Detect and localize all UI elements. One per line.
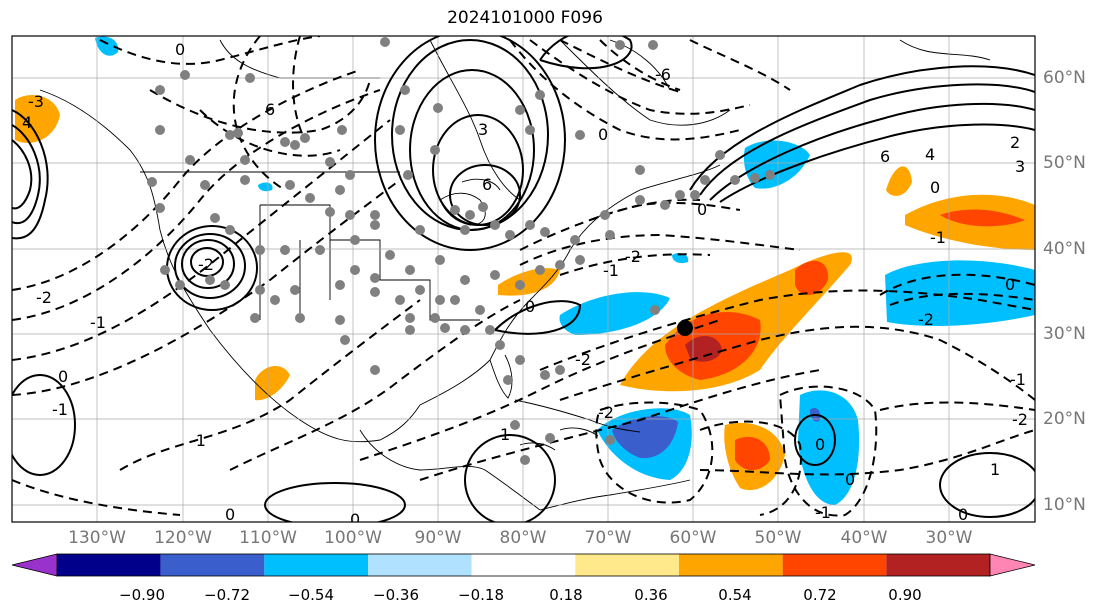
contour-label: -6	[655, 65, 671, 84]
latitude-label: 50°N	[1043, 153, 1086, 173]
colorbar-segment	[679, 554, 783, 576]
longitude-label: 110°W	[239, 528, 297, 548]
longitude-label: 100°W	[324, 528, 382, 548]
contour-label: -1	[930, 228, 946, 247]
contour-label: 0	[845, 470, 855, 489]
contour-label: -2	[36, 288, 52, 307]
contour-label: -2	[1012, 410, 1028, 429]
contour-label: 0	[225, 505, 235, 524]
contour-label: 0	[525, 297, 535, 316]
contour-label: 0	[815, 435, 825, 454]
contour-label: 1	[500, 425, 510, 444]
colorbar-tick-label: −0.54	[288, 586, 334, 604]
longitude-label: 130°W	[68, 528, 126, 548]
contour-labels: -3 4 6 6 3 -6 0 6 4 0 2 3 -2 -1 -2 -2 -1…	[22, 40, 1028, 529]
contour-label: 1	[990, 460, 1000, 479]
colorbar-tick-label: 0.54	[718, 586, 752, 604]
contour-label: -2	[918, 310, 934, 329]
colorbar-segment	[782, 554, 887, 576]
colorbar-tick-label: 0.90	[888, 586, 922, 604]
contour-label: -1	[815, 503, 831, 522]
colorbar-tick-label: 0.18	[549, 586, 583, 604]
contour-label: -1	[190, 431, 206, 450]
longitude-label: 120°W	[154, 528, 212, 548]
contour-label: -1	[52, 400, 68, 419]
colorbar-tick-label: −0.72	[204, 586, 250, 604]
latitude-label: 30°N	[1043, 324, 1086, 344]
contour-label: 3	[1015, 157, 1025, 176]
colorbar-tick-label: −0.18	[458, 586, 504, 604]
contour-label: -2	[575, 350, 591, 369]
colorbar-tick-label: −0.90	[119, 586, 165, 604]
contour-label: 4	[22, 113, 32, 132]
contour-label: 2	[1010, 133, 1020, 152]
gridlines	[12, 36, 1035, 522]
coastlines	[39, 39, 991, 511]
map-frame	[11, 35, 1036, 523]
contour-label: -1	[1010, 370, 1026, 389]
map-title: 2024101000 F096	[447, 8, 603, 28]
contour-label: 0	[350, 510, 360, 529]
contour-label: 6	[265, 100, 275, 119]
colorbar-segment	[160, 554, 265, 576]
colorbar-segment	[264, 554, 368, 576]
contour-label: -3	[28, 92, 44, 111]
colorbar-segment	[471, 554, 576, 576]
contour-label: -1	[90, 313, 106, 332]
contour-label: 0	[1005, 275, 1015, 294]
contour-label: 0	[697, 200, 707, 219]
contour-label: 0	[58, 367, 68, 386]
longitude-label: 90°W	[414, 528, 462, 548]
contour-label: 0	[175, 40, 185, 59]
colorbar-segment	[575, 554, 679, 576]
colorbar-high-extend	[989, 553, 1036, 577]
colorbar-tick-label: 0.72	[803, 586, 837, 604]
longitude-label: 70°W	[584, 528, 632, 548]
contour-label: 6	[482, 175, 492, 194]
storm-center-marker	[677, 320, 693, 336]
contour-label: -2	[198, 255, 214, 274]
longitude-label: 40°W	[840, 528, 888, 548]
longitude-label: 30°W	[925, 528, 973, 548]
colorbar-segment	[886, 554, 990, 576]
latitude-label: 40°N	[1043, 239, 1086, 259]
colorbar-segment	[57, 554, 161, 576]
colorbar-segment	[368, 554, 472, 576]
latitude-label: 60°N	[1043, 68, 1086, 88]
contour-label: -1	[603, 261, 619, 280]
contour-label: 3	[478, 120, 488, 139]
contour-label: -2	[625, 247, 641, 266]
contour-label: 4	[925, 145, 935, 164]
contour-label: 0	[958, 505, 968, 524]
colorbar-tick-label: −0.36	[373, 586, 419, 604]
longitude-label: 50°W	[754, 528, 802, 548]
contour-label: 6	[880, 147, 890, 166]
contour-label: 0	[598, 125, 608, 144]
colorbar	[11, 553, 1036, 577]
latitude-label: 10°N	[1043, 495, 1086, 515]
longitude-label: 80°W	[499, 528, 547, 548]
latitude-label: 20°N	[1043, 409, 1086, 429]
contour-label: -2	[598, 403, 614, 422]
colorbar-low-extend	[11, 553, 58, 577]
longitude-label: 60°W	[669, 528, 717, 548]
contour-label: 0	[930, 178, 940, 197]
observation-points	[147, 37, 775, 465]
colorbar-tick-label: 0.36	[634, 586, 668, 604]
